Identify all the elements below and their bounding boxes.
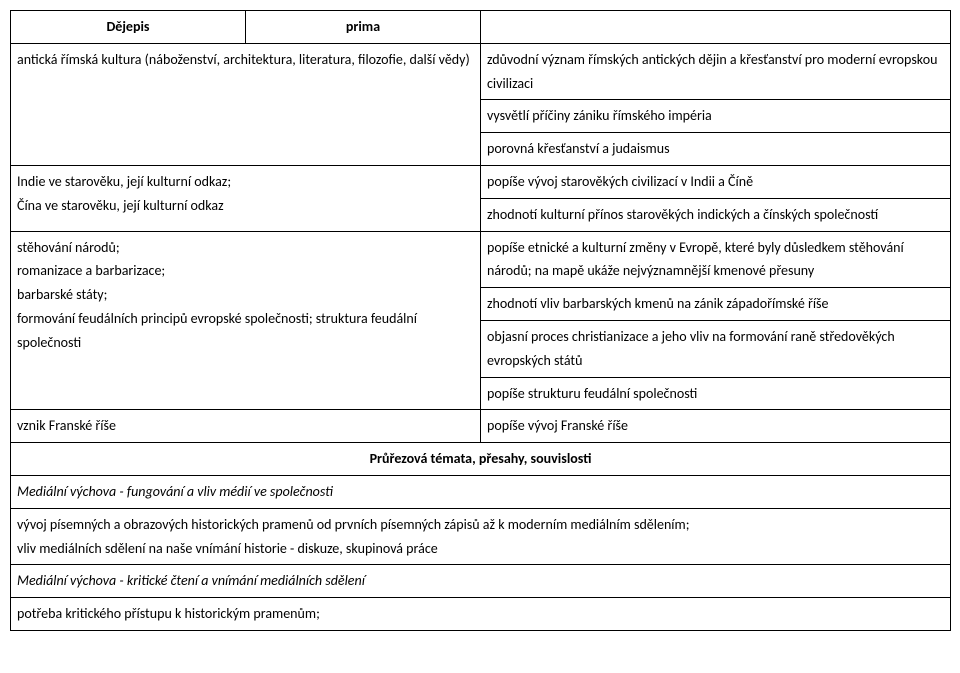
header-row: Dějepis prima: [11, 11, 951, 44]
left-cell: antická římská kultura (náboženství, arc…: [11, 43, 481, 165]
section-title-row: Mediální výchova - fungování a vliv médi…: [11, 475, 951, 508]
section-body: potřeba kritického přístupu k historický…: [11, 598, 951, 631]
left-cell: stěhování národů; romanizace a barbariza…: [11, 231, 481, 410]
right-cell: objasní proces christianizace a jeho vli…: [481, 320, 951, 377]
left-cell: vznik Franské říše: [11, 410, 481, 443]
cross-heading-row: Průřezová témata, přesahy, souvislosti: [11, 443, 951, 476]
right-cell: zdůvodní význam římských antických dějin…: [481, 43, 951, 100]
section-title: Mediální výchova - fungování a vliv médi…: [11, 475, 951, 508]
right-cell: vysvětlí příčiny zániku římského impéria: [481, 100, 951, 133]
section-body: vývoj písemných a obrazových historickýc…: [11, 508, 951, 565]
right-cell: zhodnotí kulturní přínos starověkých ind…: [481, 198, 951, 231]
right-cell: popíše strukturu feudální společnosti: [481, 377, 951, 410]
left-line: Čína ve starověku, její kulturní odkaz: [17, 197, 224, 214]
section-body-row: potřeba kritického přístupu k historický…: [11, 598, 951, 631]
section-line: vliv mediálních sdělení na naše vnímání …: [17, 540, 438, 557]
table-row: antická římská kultura (náboženství, arc…: [11, 43, 951, 100]
right-cell: porovná křesťanství a judaismus: [481, 133, 951, 166]
left-line: Indie ve starověku, její kulturní odkaz;: [17, 173, 231, 190]
header-subject: Dějepis: [11, 11, 246, 44]
left-cell: Indie ve starověku, její kulturní odkaz;…: [11, 165, 481, 231]
table-row: Indie ve starověku, její kulturní odkaz;…: [11, 165, 951, 198]
right-cell: popíše vývoj Franské říše: [481, 410, 951, 443]
right-cell: zhodnotí vliv barbarských kmenů na zánik…: [481, 288, 951, 321]
section-title: Mediální výchova - kritické čtení a vním…: [11, 565, 951, 598]
header-empty: [481, 11, 951, 44]
section-body-row: vývoj písemných a obrazových historickýc…: [11, 508, 951, 565]
section-title-row: Mediální výchova - kritické čtení a vním…: [11, 565, 951, 598]
right-cell: popíše vývoj starověkých civilizací v In…: [481, 165, 951, 198]
section-line: potřeba kritického přístupu k historický…: [17, 605, 320, 622]
header-grade: prima: [246, 11, 481, 44]
section-line: vývoj písemných a obrazových historickýc…: [17, 516, 689, 533]
curriculum-table: Dějepis prima antická římská kultura (ná…: [10, 10, 951, 631]
table-row: vznik Franské říše popíše vývoj Franské …: [11, 410, 951, 443]
right-cell: popíše etnické a kulturní změny v Evropě…: [481, 231, 951, 288]
cross-heading: Průřezová témata, přesahy, souvislosti: [11, 443, 951, 476]
table-row: stěhování národů; romanizace a barbariza…: [11, 231, 951, 288]
